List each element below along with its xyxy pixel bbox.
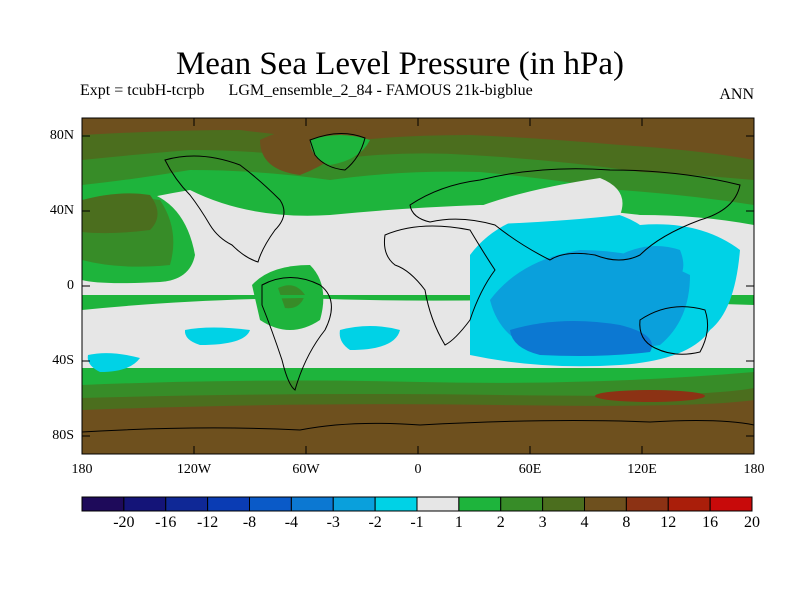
field-band-n-brown xyxy=(82,118,754,160)
colorbar-tick-label: 1 xyxy=(454,514,463,531)
coast-south-america xyxy=(261,277,332,391)
coast-africa xyxy=(384,225,496,346)
field-arctic-green xyxy=(310,135,370,165)
colorbar-swatch xyxy=(584,496,627,512)
colorbar-swatch xyxy=(542,496,585,512)
coast-north-america xyxy=(164,155,285,263)
coast-australia xyxy=(639,306,709,355)
colorbar-tick-label: 16 xyxy=(702,514,719,531)
colorbar-tick-label: -1 xyxy=(410,514,424,531)
lon-label-60w: 60W xyxy=(292,462,320,477)
field-asia-cyan xyxy=(510,215,598,247)
lat-label-80s: 80S xyxy=(52,428,74,443)
colorbar xyxy=(81,496,753,512)
colorbar-tick-label: -2 xyxy=(368,514,382,531)
contour-field xyxy=(82,118,754,454)
lat-label-40s: 40S xyxy=(52,353,74,368)
colorbar-tick-label: 3 xyxy=(538,514,547,531)
field-wp-sky xyxy=(620,246,684,285)
lon-label-180e: 180 xyxy=(743,462,765,477)
lat-label-0: 0 xyxy=(67,278,74,293)
colorbar-swatch xyxy=(207,496,250,512)
field-sa-cyan xyxy=(339,326,400,350)
colorbar-tick-label: -8 xyxy=(242,514,257,531)
field-io-blue xyxy=(510,321,652,356)
lon-label-120e: 120E xyxy=(627,462,657,477)
colorbar-swatch xyxy=(500,496,544,512)
field-sp-cyan-2 xyxy=(184,327,250,345)
lon-label-180w: 180 xyxy=(71,462,93,477)
colorbar-tick-label: -3 xyxy=(326,514,340,531)
colorbar-tick-label: -12 xyxy=(196,514,219,531)
field-band-s-brown xyxy=(82,400,754,454)
coast-eurasia xyxy=(409,168,741,261)
field-eurasia-neutral xyxy=(470,178,623,225)
colorbar-swatch xyxy=(458,496,502,512)
axis-ticks xyxy=(82,118,754,454)
colorbar-swatch xyxy=(332,496,376,512)
lat-label-80n: 80N xyxy=(49,128,74,143)
field-npacific-brown xyxy=(82,193,158,234)
colorbar-swatch xyxy=(165,496,209,512)
colorbar-swatch xyxy=(81,496,125,512)
colorbar-tick-label: 2 xyxy=(496,514,505,531)
colorbar-swatch xyxy=(249,496,292,512)
colorbar-tick-label: 12 xyxy=(660,514,677,531)
lon-label-120w: 120W xyxy=(176,462,212,477)
lon-label-60e: 60E xyxy=(518,462,542,477)
coast-greenland xyxy=(309,133,366,171)
colorbar-tick-label: 8 xyxy=(622,514,631,531)
coast-antarctica xyxy=(81,420,755,433)
colorbar-swatch xyxy=(290,496,334,512)
season-label: ANN xyxy=(719,86,754,103)
colorbar-tick-label: -16 xyxy=(155,514,177,531)
lon-label-0: 0 xyxy=(414,462,422,477)
colorbar-swatch xyxy=(416,496,460,512)
colorbar-tick-label: 20 xyxy=(744,514,760,531)
colorbar-swatch xyxy=(709,496,753,512)
coastlines xyxy=(81,133,755,433)
map-title: Mean Sea Level Pressure (in hPa) xyxy=(175,46,625,82)
colorbar-swatch xyxy=(374,496,418,512)
colorbar-tick-label: -4 xyxy=(284,514,299,531)
colorbar-tick-label: -20 xyxy=(113,514,135,531)
experiment-subtitle: Expt = tcubH-tcrpb LGM_ensemble_2_84 - F… xyxy=(80,82,533,99)
colorbar-tick-label: 4 xyxy=(580,514,589,531)
colorbar-swatch xyxy=(667,496,711,512)
colorbar-swatch xyxy=(625,496,669,512)
field-rust-patch xyxy=(595,390,705,402)
lat-label-40n: 40N xyxy=(49,203,74,218)
colorbar-swatch xyxy=(123,496,167,512)
field-sp-cyan xyxy=(87,353,140,372)
